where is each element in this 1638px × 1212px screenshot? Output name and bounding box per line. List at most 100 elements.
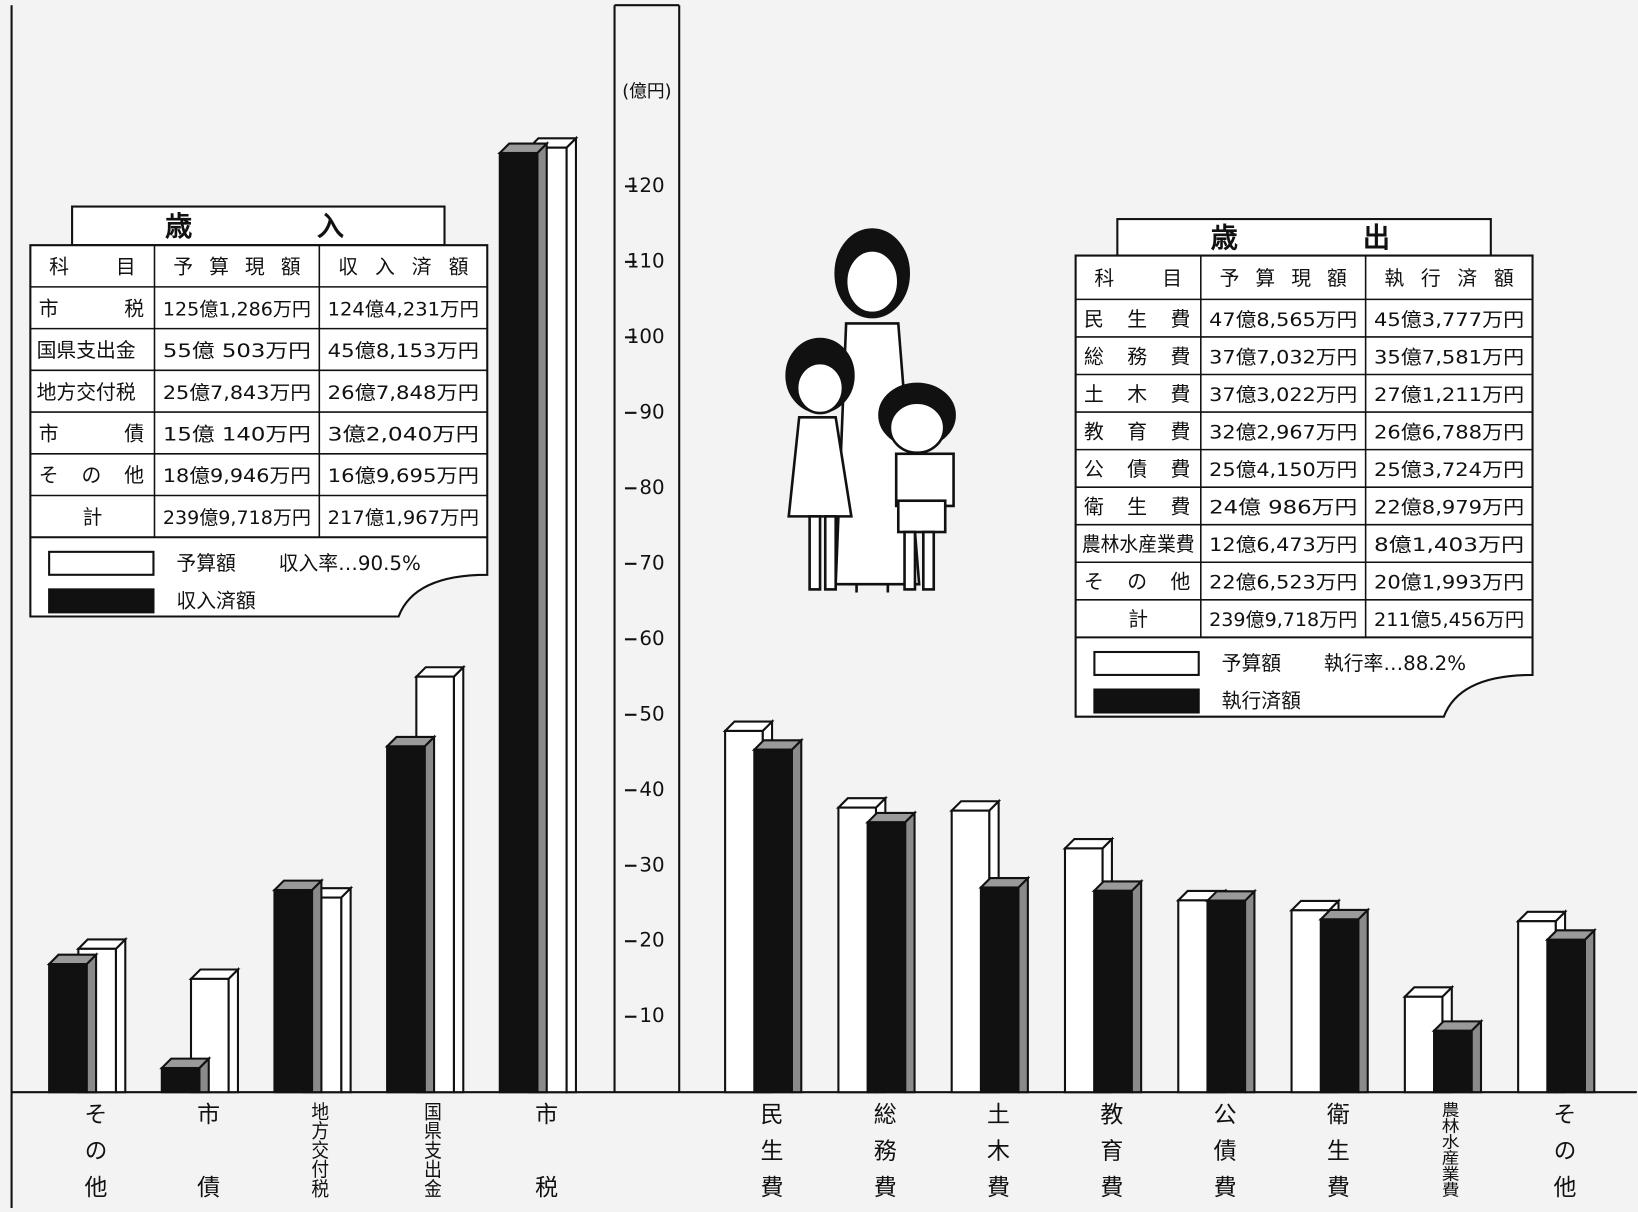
y-tick-label: 80: [639, 476, 664, 499]
table-cell: 239億9,718万円: [1209, 609, 1357, 631]
legend-label: 収入済額: [176, 589, 255, 612]
table-cell: 27億1,211万円: [1374, 384, 1524, 406]
bar: [754, 750, 792, 1093]
table-cell: 32億2,967万円: [1209, 421, 1357, 443]
table-cell: 124億4,231万円: [328, 298, 479, 320]
bar: [981, 887, 1019, 1092]
bar-side: [1472, 1021, 1481, 1092]
table-cell: 18億9,946万円: [163, 465, 311, 487]
bar-side: [1585, 930, 1594, 1092]
table-cell: 16億9,695万円: [328, 465, 479, 487]
table-cell: 15億 140万円: [163, 424, 311, 446]
table-cell: 25億7,843万円: [163, 382, 311, 404]
boy-leg: [923, 532, 933, 589]
bar-top: [725, 722, 772, 731]
bar: [1547, 940, 1585, 1092]
legend-swatch: [49, 589, 153, 612]
bar-side: [1132, 881, 1141, 1092]
chart: (億円)102030405060708090100110120その他市債地方交付…: [0, 0, 1638, 1208]
body: {"chart_data": [ {"type": "bar", "title"…: [0, 0, 1638, 1212]
table-cell: 35億7,581万円: [1374, 346, 1524, 368]
table-row-label: 民生費: [1084, 308, 1190, 331]
bar-side: [87, 955, 96, 1092]
bar-top: [952, 801, 999, 810]
table-cell: 20億1,993万円: [1374, 572, 1524, 594]
boy-face: [890, 403, 944, 453]
y-tick-label: 60: [639, 627, 664, 650]
table-row-label: 総務費: [1084, 345, 1190, 368]
bar-side: [792, 740, 801, 1092]
legend-label: 執行済額: [1222, 690, 1301, 713]
bar: [500, 153, 538, 1092]
bar-side: [905, 813, 914, 1092]
axis-unit: (億円): [622, 81, 671, 102]
table-row-label: その他: [39, 464, 145, 487]
bar-top: [754, 740, 801, 749]
y-tick-label: 20: [639, 929, 664, 952]
x-tick-label: 衛生費: [1322, 1102, 1349, 1198]
y-tick-label: 10: [639, 1004, 664, 1027]
bar-top: [1065, 839, 1112, 848]
bar-top: [1518, 912, 1565, 921]
bar: [49, 964, 87, 1092]
x-tick-label: その他: [80, 1102, 107, 1198]
bar-top: [981, 878, 1028, 887]
legend-swatch: [1094, 652, 1198, 675]
bar-side: [229, 969, 238, 1092]
boy-shirt: [896, 454, 953, 506]
y-tick-label: 30: [639, 853, 664, 876]
table-cell: 37億3,022万円: [1209, 384, 1357, 406]
table-row-label: 教育費: [1084, 420, 1190, 443]
bar-top: [868, 813, 915, 822]
table-cell: 26億6,788万円: [1374, 421, 1524, 443]
table-cell: 47億8,565万円: [1209, 309, 1357, 331]
bar-top: [838, 798, 885, 807]
table-cell: 22億6,523万円: [1209, 572, 1357, 594]
bar-side: [1018, 878, 1027, 1092]
boy-shorts: [898, 501, 945, 532]
y-tick-label: 120: [627, 174, 665, 197]
bar-side: [454, 667, 463, 1092]
bar: [1321, 919, 1359, 1092]
bar-top: [1321, 910, 1368, 919]
table-cell: 25億3,724万円: [1374, 459, 1524, 481]
bar: [274, 890, 312, 1092]
x-tick-label: 公債費: [1209, 1102, 1236, 1198]
bar-side: [1245, 891, 1254, 1092]
table-cell: 37億7,032万円: [1209, 346, 1357, 368]
girl-leg: [810, 516, 820, 589]
x-tick-label: 土木費: [983, 1102, 1010, 1198]
x-tick-label: 地方交付税: [308, 1101, 329, 1197]
table-title-box: [72, 207, 444, 246]
bar-top: [49, 955, 96, 964]
table-cell: 239億9,718万円: [163, 507, 311, 529]
bar-top: [500, 144, 547, 153]
y-tick-label: 90: [639, 400, 664, 423]
bar-top: [1434, 1021, 1481, 1030]
table-row-label: 国県支出金: [37, 339, 136, 362]
bar-top: [1405, 987, 1452, 996]
boy-leg: [905, 532, 915, 589]
table-cell: 45億3,777万円: [1374, 309, 1524, 331]
x-tick-label: 民生費: [756, 1102, 782, 1198]
table-cell: 24億 986万円: [1209, 497, 1357, 519]
table-cell: 3億2,040万円: [328, 424, 479, 446]
y-tick-label: 50: [639, 702, 664, 725]
bar: [1434, 1031, 1472, 1092]
bar: [868, 822, 906, 1092]
bar-top: [416, 667, 463, 676]
bar-side: [312, 881, 321, 1093]
y-tick-label: 40: [639, 778, 664, 801]
table-row-label: 農林水産業費: [1082, 533, 1195, 556]
x-tick-label: その他: [1549, 1102, 1576, 1198]
bar-top: [162, 1059, 209, 1068]
table-total-label: 計: [83, 506, 103, 529]
table-cell: 26億7,848万円: [328, 382, 479, 404]
table-cell: 211億5,456万円: [1374, 609, 1524, 631]
y-tick-label: 100: [627, 325, 665, 348]
bar-top: [191, 969, 238, 978]
bar-top: [1292, 901, 1339, 910]
x-tick-label: 国県支出金: [421, 1102, 442, 1198]
bar-side: [567, 138, 576, 1092]
bar-top: [1094, 881, 1141, 890]
